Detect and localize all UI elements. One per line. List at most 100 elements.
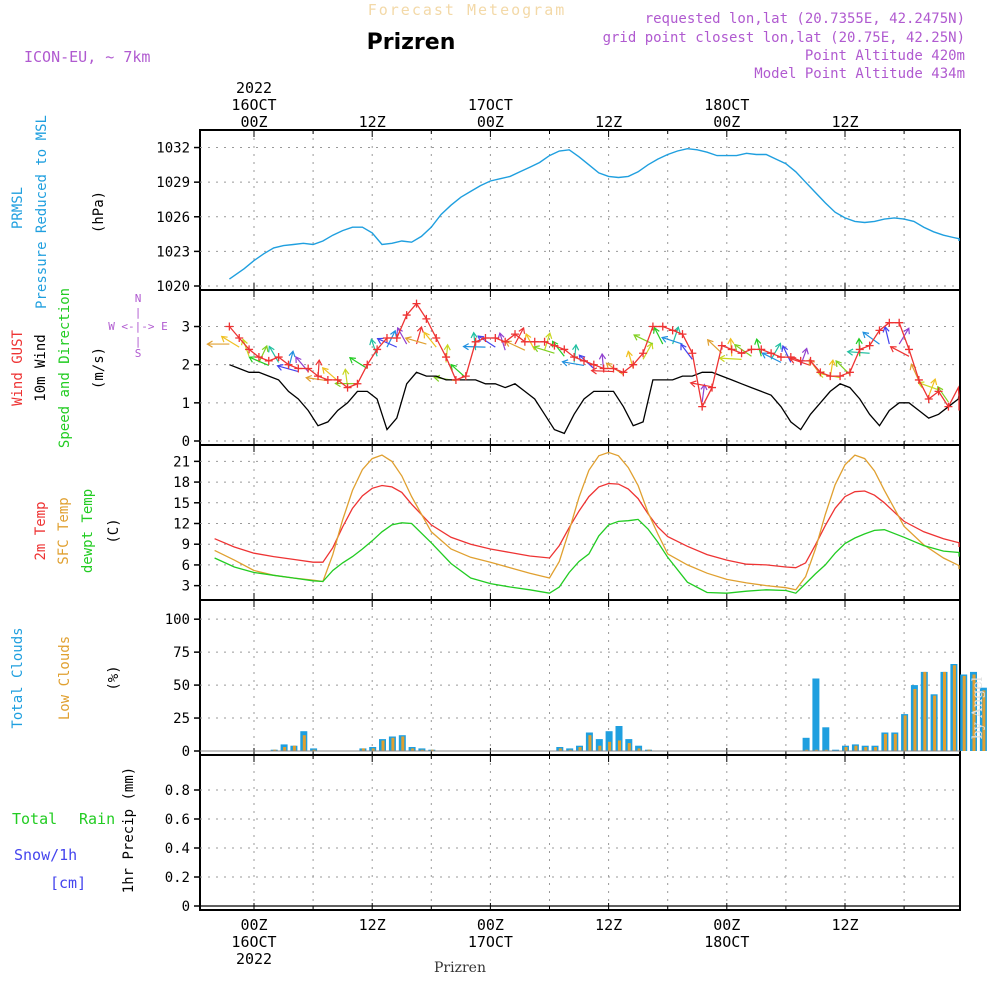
- panel-frame-precip: [199, 754, 961, 911]
- gust-marker: [806, 356, 815, 365]
- total-cloud-bar: [802, 737, 810, 751]
- y-tick-label: 75: [173, 645, 190, 661]
- gust-marker: [382, 333, 391, 342]
- wind-arrow-head: [416, 325, 424, 333]
- wind-arrow-head: [572, 343, 580, 351]
- gust-marker: [816, 368, 825, 377]
- gust-marker: [747, 345, 756, 354]
- y-tick-label: 1: [182, 396, 190, 412]
- wind-arrow-head: [633, 334, 641, 341]
- wind-arrow-head: [376, 337, 384, 345]
- y-tick-label: 100: [165, 612, 190, 628]
- low-cloud-bar: [568, 749, 572, 751]
- wind-arrow: [322, 367, 339, 382]
- clouds-panel: 0 25 50 75 100: [165, 600, 987, 760]
- gust-marker: [560, 345, 569, 354]
- gust-marker: [353, 379, 362, 388]
- wind-label: 10m Wind: [33, 334, 49, 401]
- wind-arrow-head: [321, 366, 329, 374]
- wind-arrow-head: [733, 343, 741, 351]
- wind-arrow: [719, 357, 742, 360]
- y-tick-label: 0.4: [165, 841, 190, 857]
- gust-marker: [865, 341, 874, 350]
- gust-marker: [688, 349, 697, 358]
- gust-marker: [845, 368, 854, 377]
- chart-title: Prizren: [367, 30, 456, 55]
- wind-arrow-head: [754, 337, 762, 345]
- low-cloud-bar: [598, 745, 602, 751]
- total-cloud-bar: [812, 678, 820, 751]
- wind-arrow-head: [396, 326, 403, 335]
- gust-marker: [776, 353, 785, 362]
- gust-marker: [579, 356, 588, 365]
- gust-marker: [648, 322, 657, 331]
- wind-arrow: [423, 331, 437, 348]
- panel-frame-clouds: [199, 599, 961, 756]
- time-label-bottom: 00Z: [477, 916, 504, 934]
- wind-arrow-head: [423, 331, 430, 339]
- y-tick-label: 3: [182, 320, 190, 336]
- compass-tick-up: |: [135, 306, 142, 319]
- wind-arrow: [661, 336, 683, 345]
- wind-arrow: [562, 361, 585, 367]
- wind-arrow: [862, 331, 880, 345]
- wind-arrow-head: [689, 380, 697, 388]
- y-tick-label: 0: [182, 899, 190, 915]
- gust-marker: [471, 337, 480, 346]
- time-label-bottom: 12Z: [595, 916, 622, 934]
- wind-arrow: [514, 327, 525, 345]
- wind-arrow-head: [680, 343, 687, 351]
- total-cloud-bar: [822, 727, 830, 751]
- low-cloud-bar: [371, 748, 375, 751]
- gust-marker: [511, 330, 520, 339]
- wind-arrow-head: [862, 331, 870, 339]
- y-tick-label: 1026: [156, 210, 190, 226]
- y-tick-label: 1029: [156, 175, 190, 191]
- y-tick-label: 6: [182, 558, 190, 574]
- y-tick-label: 3: [182, 579, 190, 595]
- gust-marker: [737, 349, 746, 358]
- gust-marker: [855, 345, 864, 354]
- total-label: Total: [12, 810, 57, 828]
- gust-marker: [905, 345, 914, 354]
- wind-arrow-head: [404, 336, 412, 344]
- wind-arrow-head: [462, 343, 469, 351]
- y-tick-label: 21: [173, 454, 190, 470]
- temp-unit-label: (C): [106, 518, 122, 543]
- gust-label: Wind GUST: [10, 330, 26, 406]
- gust-marker: [629, 360, 638, 369]
- wind-arrow-head: [835, 359, 842, 367]
- gust-marker: [294, 364, 303, 373]
- wind-arrow-head: [561, 359, 569, 367]
- low-cloud-bar: [292, 745, 296, 751]
- gust-marker: [619, 368, 628, 377]
- gust-marker: [609, 364, 618, 373]
- wind-arrow-head: [443, 343, 451, 351]
- wind-arrow: [782, 345, 792, 363]
- wind-arrow-head: [706, 338, 714, 346]
- gust-marker: [422, 314, 431, 323]
- wind-arrow-head: [248, 356, 256, 363]
- compass-n: N: [135, 292, 142, 305]
- wind-gust-line: [228, 302, 960, 411]
- gust-marker: [639, 349, 648, 358]
- prmsl-desc-label: Pressure Reduced to MSL: [34, 115, 50, 309]
- low-cloud-bar: [302, 735, 306, 751]
- time-label-bottom: 18OCT: [704, 933, 749, 951]
- footer-label: Prizren: [434, 960, 486, 976]
- low-cloud-bar: [903, 715, 907, 751]
- pressure-line: [228, 147, 960, 280]
- gust-marker: [924, 395, 933, 404]
- wind-arrow: [937, 386, 949, 403]
- dewpt-line: [214, 518, 960, 594]
- gust-marker: [678, 330, 687, 339]
- gust-marker: [914, 375, 923, 384]
- y-tick-label: 2: [182, 358, 190, 374]
- y-tick-label: 50: [173, 678, 190, 694]
- y-tick-label: 0.8: [165, 783, 190, 799]
- time-label-bottom: 16OCT: [231, 933, 276, 951]
- gust-marker: [934, 387, 943, 396]
- wind-arrow: [249, 356, 270, 366]
